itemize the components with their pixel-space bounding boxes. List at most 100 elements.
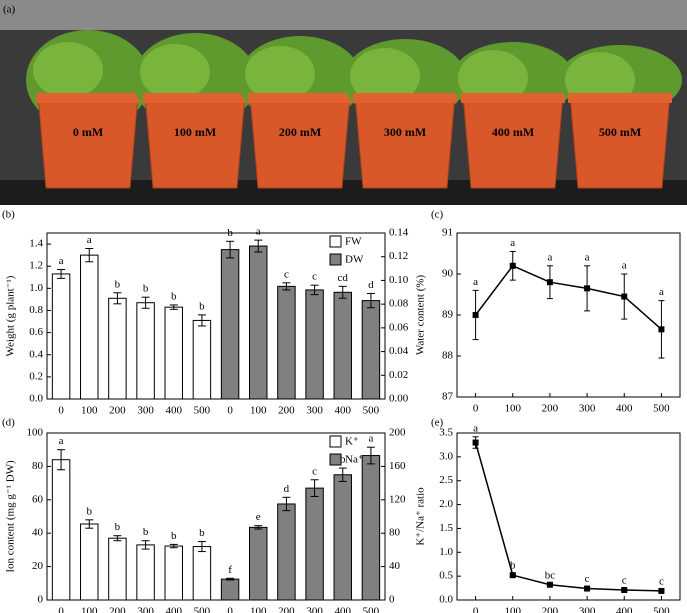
y-tick-label: 0.8 bbox=[29, 304, 43, 316]
foliage bbox=[245, 46, 315, 102]
y-tick-label: 20 bbox=[32, 560, 44, 572]
marker bbox=[509, 572, 516, 579]
significance-letter: a bbox=[547, 251, 552, 263]
bar bbox=[164, 306, 183, 400]
bar bbox=[192, 319, 212, 400]
x-tick-label: 400 bbox=[166, 405, 183, 417]
chart-panel: (b) Weight (g plant⁻¹) 0.0 0.2 0.4 0.6 0.8 1.0 1… bbox=[2, 209, 409, 417]
y-tick-label: 0.0 bbox=[439, 594, 453, 606]
x-tick-label: 300 bbox=[137, 606, 154, 613]
significance-letter: a bbox=[368, 433, 373, 445]
marker bbox=[621, 293, 628, 300]
y-tick-label: 1.0 bbox=[29, 282, 43, 294]
x-tick-label: 200 bbox=[109, 606, 126, 613]
bar bbox=[136, 544, 155, 601]
significance-letter: b bbox=[87, 505, 93, 517]
significance-letter: f bbox=[228, 564, 232, 576]
pot bbox=[37, 94, 139, 189]
y2-tick-label: 0.12 bbox=[389, 250, 408, 262]
y-axis-label: K⁺/Na⁺ ratio bbox=[415, 487, 427, 546]
significance-letter: a bbox=[473, 422, 478, 434]
significance-letter: b bbox=[171, 530, 177, 542]
y-tick-label: 1.4 bbox=[29, 238, 43, 250]
photo-wall bbox=[0, 0, 687, 30]
significance-letter: a bbox=[510, 237, 515, 249]
pot bbox=[569, 94, 671, 189]
x-tick-label: 300 bbox=[306, 405, 323, 417]
plot-frame bbox=[46, 232, 386, 400]
y2-tick-label: 0.00 bbox=[389, 393, 409, 405]
pot-rim bbox=[143, 93, 247, 103]
x-tick-label: 200 bbox=[278, 606, 295, 613]
pot-rim bbox=[36, 93, 140, 103]
y2-tick-label: 40 bbox=[389, 560, 401, 572]
significance-letter: b bbox=[199, 300, 205, 312]
x-tick-label: 300 bbox=[579, 606, 596, 613]
pot-label: 400 mM bbox=[492, 125, 534, 139]
marker bbox=[658, 326, 665, 333]
y2-tick-label: 200 bbox=[389, 427, 406, 439]
line bbox=[474, 442, 662, 592]
marker bbox=[584, 585, 591, 592]
bar bbox=[333, 291, 352, 400]
x-tick-label: 500 bbox=[363, 606, 380, 613]
y-tick-label: 89 bbox=[442, 309, 454, 321]
x-tick-label: 500 bbox=[653, 403, 670, 415]
marker bbox=[621, 586, 628, 593]
x-tick-label: 0 bbox=[473, 403, 479, 415]
x-tick-label: 100 bbox=[505, 606, 522, 613]
significance-letter: a bbox=[256, 226, 261, 238]
pot-rim bbox=[568, 93, 672, 103]
pot-rim bbox=[461, 93, 565, 103]
marker bbox=[546, 581, 553, 588]
x-tick-label: 500 bbox=[363, 405, 380, 417]
chart-panel: (d) Ion content (mg g⁻¹ DW) 0 20 40 60 80 100 0 4… bbox=[2, 417, 406, 613]
legend-label: Na⁺ bbox=[345, 454, 364, 466]
y-tick-label: 0.0 bbox=[29, 393, 43, 405]
x-tick-label: 0 bbox=[58, 405, 64, 417]
x-tick-label: 400 bbox=[166, 606, 183, 613]
bar bbox=[51, 273, 71, 400]
y-tick-label: 0.2 bbox=[29, 370, 43, 382]
significance-letter: c bbox=[312, 271, 317, 283]
y-tick-label: 88 bbox=[442, 350, 454, 362]
bar bbox=[249, 526, 268, 601]
bar bbox=[249, 245, 268, 400]
pot-label: 100 mM bbox=[174, 125, 216, 139]
y-tick-label: 0.5 bbox=[439, 570, 453, 582]
x-tick-label: 200 bbox=[542, 403, 559, 415]
significance-letter: a bbox=[659, 286, 664, 298]
y-tick-label: 2.0 bbox=[439, 498, 453, 510]
significance-letter: c bbox=[659, 576, 664, 588]
plot-frame bbox=[46, 432, 386, 601]
y-axis-label: Ion content (mg g⁻¹ DW) bbox=[5, 460, 17, 573]
y2-tick-label: 0.06 bbox=[389, 321, 409, 333]
x-tick-label: 0 bbox=[58, 606, 64, 613]
pots: 0 mM 100 mM 200 mM 300 mM 400 mM 500 mM bbox=[26, 30, 682, 189]
bar bbox=[51, 459, 71, 601]
significance-letter: c bbox=[622, 575, 627, 587]
line bbox=[474, 264, 662, 330]
pot-label: 0 mM bbox=[73, 125, 103, 139]
significance-letter: c bbox=[585, 573, 590, 585]
y-tick-label: 0.4 bbox=[29, 348, 43, 360]
x-tick-label: 100 bbox=[250, 405, 267, 417]
y-tick-label: 1.2 bbox=[29, 260, 43, 272]
plot-frame bbox=[456, 432, 681, 601]
significance-letter: b bbox=[199, 527, 205, 539]
x-tick-label: 500 bbox=[194, 405, 211, 417]
y-tick-label: 91 bbox=[442, 227, 453, 239]
significance-letter: d bbox=[284, 483, 290, 495]
legend-swatch bbox=[329, 253, 342, 266]
marker bbox=[584, 285, 591, 292]
bar bbox=[80, 254, 99, 400]
bar bbox=[136, 302, 155, 400]
panel-label: (a) bbox=[3, 4, 16, 16]
foliage bbox=[458, 50, 528, 106]
y2-tick-label: 80 bbox=[389, 527, 401, 539]
pot bbox=[144, 94, 246, 189]
x-tick-label: 100 bbox=[505, 403, 522, 415]
y-tick-label: 100 bbox=[27, 427, 44, 439]
foliage bbox=[33, 42, 103, 98]
x-tick-label: 200 bbox=[109, 405, 126, 417]
